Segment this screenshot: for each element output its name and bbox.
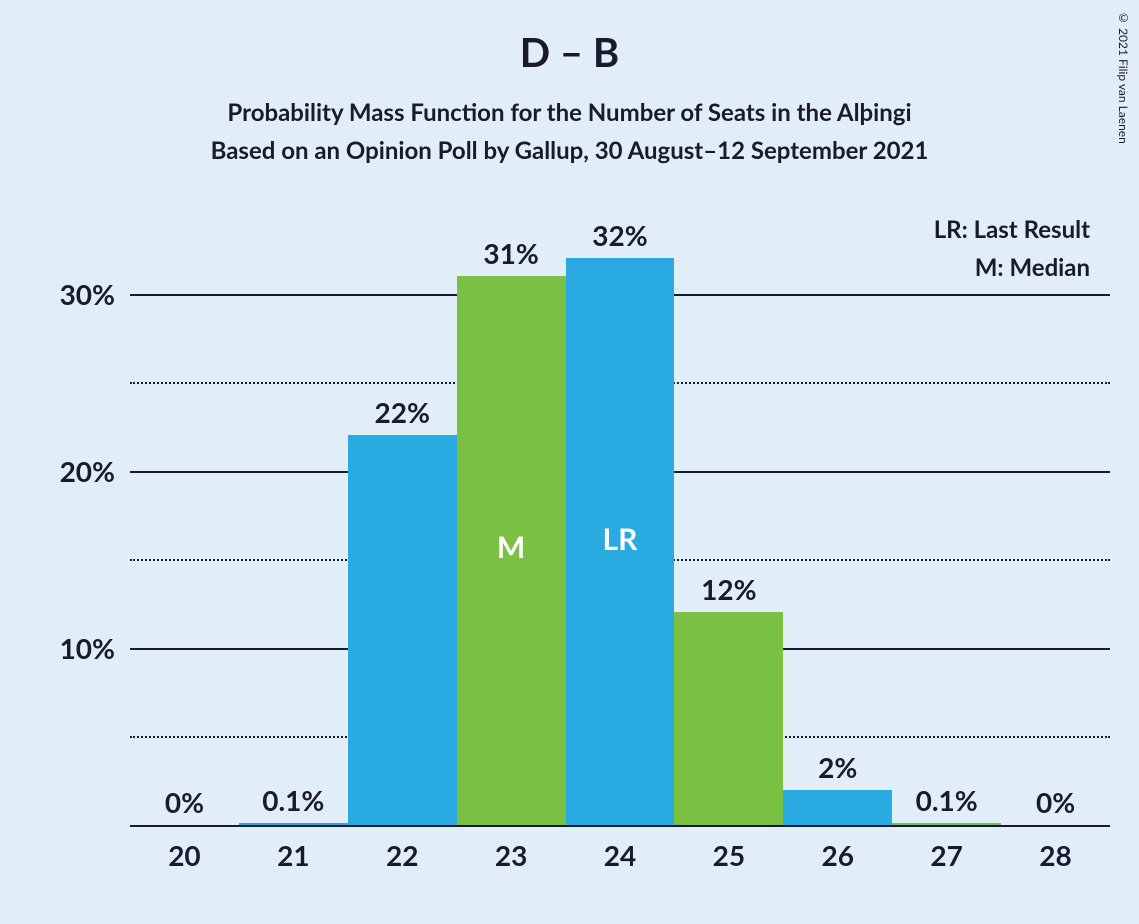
bar-value-label: 0.1% xyxy=(892,783,1001,817)
bar-value-label: 31% xyxy=(457,236,566,270)
x-axis-label: 27 xyxy=(930,838,962,872)
x-axis-labels: 20 21 22 23 24 25 26 27 28 xyxy=(130,838,1110,888)
subtitle-line-2: Based on an Opinion Poll by Gallup, 30 A… xyxy=(0,132,1139,170)
y-axis-label: 30% xyxy=(60,277,115,311)
legend-m: M: Median xyxy=(934,249,1090,287)
bar-value-label: 2% xyxy=(783,750,892,784)
y-axis-label: 10% xyxy=(60,631,115,665)
bar: 2% xyxy=(783,790,892,825)
y-axis-label: 20% xyxy=(60,454,115,488)
bar-value-label: 0% xyxy=(130,785,239,819)
x-axis-label: 22 xyxy=(386,838,418,872)
bar-value-label: 22% xyxy=(348,395,457,429)
bar-annotation: LR xyxy=(566,521,675,557)
chart-subtitle: Probability Mass Function for the Number… xyxy=(0,94,1139,171)
bar-value-label: 0% xyxy=(1001,785,1110,819)
bar-value-label: 12% xyxy=(674,572,783,606)
x-axis-label: 20 xyxy=(168,838,200,872)
bar-value-label: 0.1% xyxy=(239,783,348,817)
plot: LR: Last Result M: Median 10%20%30%0%0.1… xyxy=(130,205,1110,825)
x-axis-label: 28 xyxy=(1039,838,1071,872)
x-axis-label: 23 xyxy=(495,838,527,872)
x-axis-label: 26 xyxy=(822,838,854,872)
bar: 12% xyxy=(674,612,783,825)
bar: 0.1% xyxy=(892,823,1001,825)
copyright-text: © 2021 Filip van Laenen xyxy=(1116,10,1131,144)
x-axis-label: 24 xyxy=(604,838,636,872)
bar-annotation: M xyxy=(457,529,566,565)
bar-value-label: 32% xyxy=(566,218,675,252)
legend: LR: Last Result M: Median xyxy=(934,211,1090,288)
x-axis-label: 25 xyxy=(713,838,745,872)
legend-lr: LR: Last Result xyxy=(934,211,1090,249)
chart-plot-area: LR: Last Result M: Median 10%20%30%0%0.1… xyxy=(130,205,1110,825)
x-axis-label: 21 xyxy=(277,838,309,872)
subtitle-line-1: Probability Mass Function for the Number… xyxy=(0,94,1139,132)
bar: 0.1% xyxy=(239,823,348,825)
chart-title: D – B xyxy=(0,0,1139,76)
baseline xyxy=(130,825,1110,827)
bar: 22% xyxy=(348,435,457,825)
